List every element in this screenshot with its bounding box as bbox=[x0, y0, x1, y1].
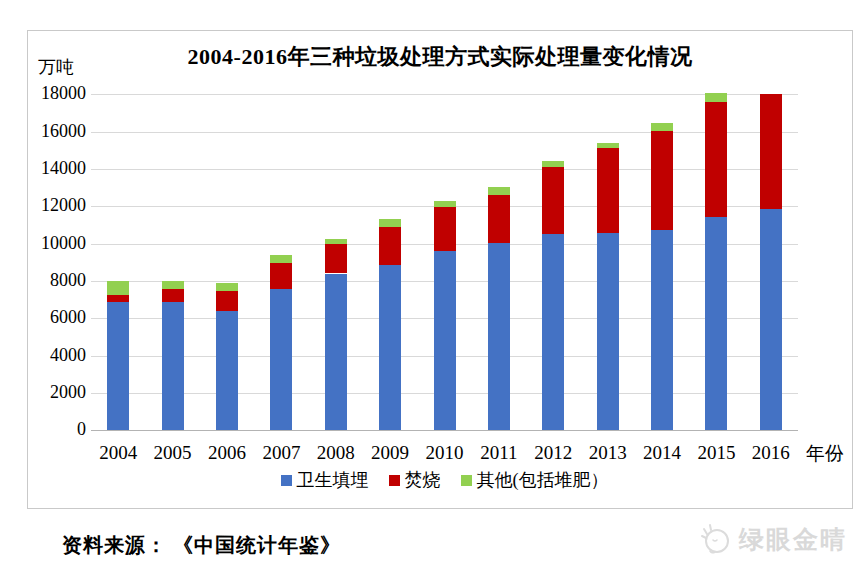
legend-swatch-icon bbox=[389, 475, 400, 486]
x-tick-label: 2004 bbox=[91, 442, 145, 464]
gridline bbox=[91, 169, 798, 170]
bar-segment-2008 bbox=[325, 239, 347, 244]
legend-swatch-icon bbox=[461, 475, 472, 486]
x-tick-label: 2014 bbox=[635, 442, 689, 464]
bar-segment-2010 bbox=[434, 251, 456, 430]
bar-segment-2010 bbox=[434, 201, 456, 208]
bar-segment-2013 bbox=[597, 148, 619, 233]
bar-segment-2011 bbox=[488, 187, 510, 195]
y-tick-label: 2000 bbox=[30, 382, 86, 403]
bar-segment-2004 bbox=[107, 302, 129, 431]
x-tick-label: 2006 bbox=[200, 442, 254, 464]
bar-segment-2016 bbox=[760, 209, 782, 430]
bar-segment-2011 bbox=[488, 195, 510, 243]
bar-segment-2014 bbox=[651, 123, 673, 131]
bar-segment-2014 bbox=[651, 131, 673, 230]
plot-area: 0 2000 4000 6000 8000 10000 12000 14000 16000 180… bbox=[28, 31, 852, 508]
y-tick-label: 14000 bbox=[30, 158, 86, 179]
legend-swatch-icon bbox=[281, 475, 292, 486]
bar-segment-2015 bbox=[705, 93, 727, 101]
bar-segment-2005 bbox=[162, 302, 184, 430]
x-tick-label: 2008 bbox=[309, 442, 363, 464]
bar-segment-2012 bbox=[542, 234, 564, 430]
legend: 卫生填埋 焚烧 其他(包括堆肥） bbox=[91, 468, 798, 492]
y-tick-label: 6000 bbox=[30, 307, 86, 328]
legend-label: 卫生填埋 bbox=[297, 468, 369, 492]
legend-item: 卫生填埋 bbox=[281, 468, 369, 492]
chart-container: 2004-2016年三种垃圾处理方式实际处理量变化情况 万吨 020004000… bbox=[27, 30, 853, 509]
bar-segment-2004 bbox=[107, 281, 129, 295]
bar-segment-2007 bbox=[270, 263, 292, 289]
y-tick-label: 12000 bbox=[30, 195, 86, 216]
bar-segment-2009 bbox=[379, 265, 401, 430]
bar-segment-2012 bbox=[542, 167, 564, 234]
x-tick-label: 2011 bbox=[472, 442, 526, 464]
x-tick-label: 2010 bbox=[417, 442, 471, 464]
bar-segment-2010 bbox=[434, 207, 456, 251]
y-tick-label: 16000 bbox=[30, 121, 86, 142]
watermark-logo-icon bbox=[696, 519, 734, 559]
legend-item: 焚烧 bbox=[389, 468, 441, 492]
bar-segment-2006 bbox=[216, 283, 238, 291]
x-tick-label: 2016 bbox=[744, 442, 798, 464]
watermark: 绿眼金晴 bbox=[696, 519, 847, 559]
x-tick-label: 2009 bbox=[363, 442, 417, 464]
bar-segment-2012 bbox=[542, 161, 564, 168]
x-tick-label: 2005 bbox=[145, 442, 199, 464]
bar-segment-2006 bbox=[216, 291, 238, 311]
bar-segment-2016 bbox=[760, 94, 782, 209]
bar-segment-2011 bbox=[488, 243, 510, 431]
bar-segment-2004 bbox=[107, 295, 129, 302]
legend-label: 焚烧 bbox=[405, 468, 441, 492]
x-tick-label: 2007 bbox=[254, 442, 308, 464]
bar-segment-2015 bbox=[705, 102, 727, 217]
bar-segment-2015 bbox=[705, 217, 727, 431]
x-tick-label: 2013 bbox=[581, 442, 635, 464]
gridline bbox=[91, 132, 798, 133]
bar-segment-2013 bbox=[597, 143, 619, 149]
bar-segment-2014 bbox=[651, 230, 673, 431]
bar-segment-2009 bbox=[379, 219, 401, 227]
y-tick-label: 18000 bbox=[30, 83, 86, 104]
x-axis-title: 年份 bbox=[806, 441, 844, 467]
source-note: 资料来源： 《中国统计年鉴》 bbox=[62, 532, 341, 559]
legend-label: 其他(包括堆肥） bbox=[477, 468, 609, 492]
x-tick-label: 2012 bbox=[526, 442, 580, 464]
x-axis-line bbox=[91, 430, 798, 431]
watermark-text: 绿眼金晴 bbox=[739, 523, 847, 556]
bar-segment-2009 bbox=[379, 227, 401, 265]
y-tick-label: 8000 bbox=[30, 270, 86, 291]
bar-segment-2013 bbox=[597, 233, 619, 430]
bar-segment-2007 bbox=[270, 255, 292, 263]
bar-segment-2007 bbox=[270, 289, 292, 430]
bar-segment-2008 bbox=[325, 274, 347, 431]
x-tick-label: 2015 bbox=[689, 442, 743, 464]
bar-segment-2006 bbox=[216, 311, 238, 431]
page: { "page": { "source_note": "资料来源： 《中国统计年… bbox=[0, 0, 865, 574]
bar-segment-2005 bbox=[162, 289, 184, 302]
bar-segment-2008 bbox=[325, 244, 347, 274]
y-tick-label: 4000 bbox=[30, 345, 86, 366]
y-tick-label: 10000 bbox=[30, 233, 86, 254]
gridline bbox=[91, 94, 798, 95]
y-tick-label: 0 bbox=[30, 419, 86, 440]
bar-segment-2005 bbox=[162, 281, 184, 289]
legend-item: 其他(包括堆肥） bbox=[461, 468, 609, 492]
